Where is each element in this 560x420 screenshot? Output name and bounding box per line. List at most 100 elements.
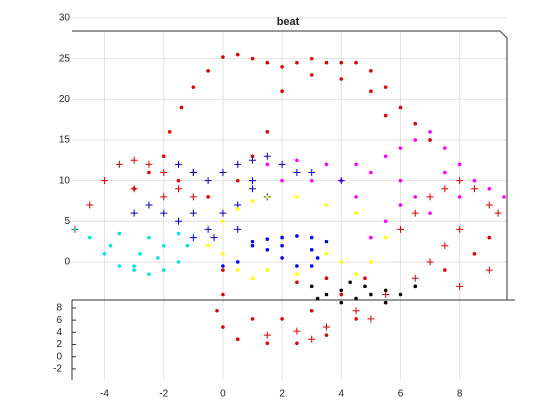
point	[117, 231, 122, 236]
point	[161, 268, 166, 272]
point	[324, 333, 329, 337]
point	[383, 154, 388, 159]
point	[369, 292, 373, 297]
point	[265, 268, 270, 272]
y-tick-label: 2	[56, 339, 62, 350]
point	[295, 264, 299, 268]
point	[354, 60, 358, 65]
point	[221, 55, 225, 59]
y-tick-label: 6	[56, 315, 62, 326]
point	[428, 138, 432, 142]
point	[354, 272, 358, 276]
point	[456, 282, 464, 290]
point	[443, 170, 447, 175]
point	[309, 264, 314, 268]
point	[185, 243, 190, 248]
point	[115, 160, 123, 168]
point	[339, 60, 344, 65]
y-tick-label: 0	[56, 351, 62, 362]
point	[457, 195, 462, 199]
point	[315, 256, 320, 260]
point	[156, 256, 160, 260]
point	[249, 177, 257, 185]
point	[250, 276, 255, 281]
point	[265, 60, 270, 65]
x-tick-label: 0	[220, 389, 226, 400]
point	[206, 195, 210, 199]
point	[426, 258, 434, 266]
point	[309, 178, 314, 183]
z-tick-label: 20	[59, 94, 71, 105]
x-tick-label: -2	[159, 389, 168, 400]
point	[235, 268, 240, 272]
point	[145, 160, 153, 168]
point	[102, 252, 107, 256]
point	[398, 292, 403, 297]
y-tick-label: 4	[56, 327, 62, 338]
point	[145, 201, 153, 209]
point	[324, 292, 329, 297]
point	[293, 327, 301, 335]
point	[87, 235, 92, 240]
point	[369, 89, 373, 93]
point	[354, 162, 358, 167]
point	[176, 260, 181, 264]
point	[280, 243, 284, 248]
point	[175, 160, 183, 168]
point	[249, 185, 257, 193]
point	[219, 169, 227, 177]
point	[337, 177, 345, 185]
point	[235, 207, 240, 211]
point	[456, 225, 464, 233]
point	[348, 280, 352, 285]
point	[339, 77, 344, 81]
point	[457, 162, 462, 167]
point	[295, 158, 299, 163]
point	[73, 227, 77, 232]
z-tick-label: 5	[64, 216, 70, 227]
point	[132, 264, 136, 268]
point	[398, 203, 403, 207]
point	[189, 209, 197, 217]
z-tick-label: 0	[64, 257, 70, 268]
point	[189, 193, 197, 201]
point	[413, 138, 418, 142]
point	[354, 317, 358, 321]
point	[235, 260, 240, 264]
point	[263, 331, 271, 339]
point	[280, 178, 284, 183]
point	[413, 195, 418, 199]
point	[485, 201, 493, 209]
point	[161, 154, 166, 159]
point	[221, 252, 225, 256]
x-tick-label: 8	[457, 389, 463, 400]
point	[324, 252, 329, 256]
point	[147, 272, 151, 276]
point	[502, 195, 506, 199]
point	[295, 60, 299, 65]
point	[280, 256, 284, 260]
point	[339, 260, 344, 264]
point	[250, 199, 255, 203]
point	[249, 156, 257, 164]
point	[352, 307, 360, 315]
point	[308, 169, 316, 177]
point	[339, 300, 344, 305]
point	[383, 235, 388, 240]
point	[295, 272, 299, 276]
z-tick-label: 25	[59, 53, 71, 64]
point	[117, 264, 122, 268]
point	[324, 203, 329, 207]
point	[176, 178, 181, 183]
point	[315, 296, 320, 301]
point	[309, 73, 314, 77]
point	[250, 56, 255, 61]
point	[221, 325, 225, 329]
point	[221, 264, 225, 268]
point	[309, 56, 314, 61]
point	[369, 235, 373, 240]
point	[443, 268, 447, 272]
point	[487, 235, 492, 240]
point	[428, 211, 432, 215]
